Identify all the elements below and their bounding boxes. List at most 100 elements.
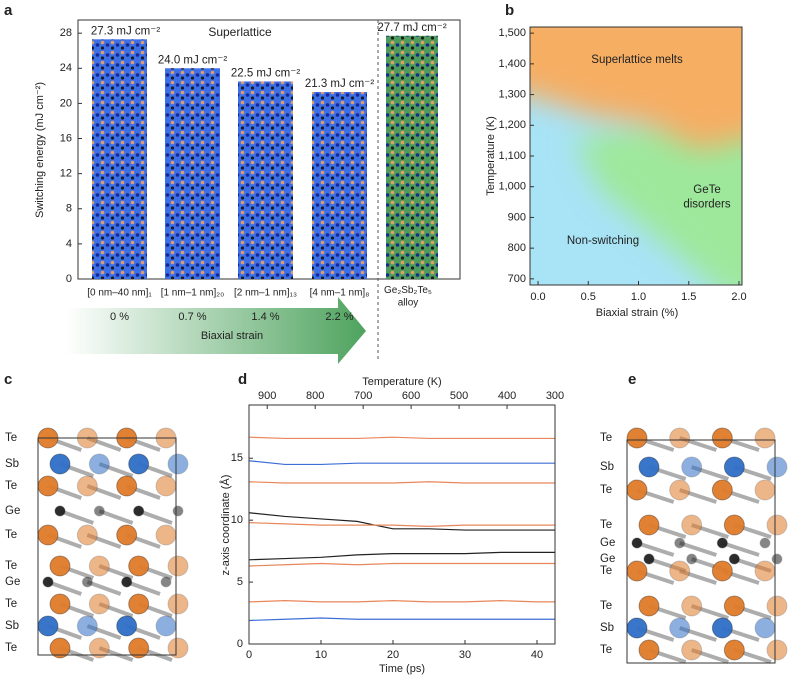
y-tick-label: 800 [508, 242, 526, 254]
x2-tick-label: 800 [306, 390, 324, 402]
atom [626, 427, 648, 449]
atom [155, 475, 177, 497]
atom [754, 617, 776, 639]
cell-frame [626, 439, 776, 664]
atom [37, 524, 59, 546]
y-axis-label: Switching energy (mJ cm⁻²) [34, 82, 46, 218]
atom [638, 456, 660, 478]
x2-tick-label: 300 [546, 390, 564, 402]
atom-label: Te [600, 484, 612, 496]
panel-letter: d [238, 371, 247, 388]
bond [721, 541, 760, 557]
x2-tick-label: 500 [450, 390, 468, 402]
atom [49, 637, 71, 659]
atom-label: Te [600, 519, 612, 531]
atom-label: Te [5, 529, 17, 541]
atom [160, 576, 172, 588]
x2-tick-label: 900 [258, 390, 276, 402]
y-tick-label: 24 [60, 62, 72, 74]
atom [133, 505, 145, 517]
atom [76, 524, 98, 546]
y-tick-label: 1,000 [498, 181, 526, 193]
atom-label: Ge [600, 537, 615, 549]
y-tick-label: 8 [66, 203, 72, 215]
atom [711, 560, 733, 582]
atom [167, 555, 189, 577]
x-axis-label: Time (ps) [379, 663, 425, 675]
atom [686, 553, 698, 565]
strain-arrow [66, 297, 366, 364]
bar-texture [238, 81, 293, 279]
panel-letter: c [4, 371, 12, 388]
atom-label: Te [600, 644, 612, 656]
atom [81, 576, 93, 588]
atom [631, 537, 643, 549]
atom [49, 453, 71, 475]
phase-map [530, 27, 742, 285]
atom [669, 479, 691, 501]
value-label: 21.3 mJ cm⁻² [305, 78, 375, 90]
strain-label: 0 % [110, 311, 129, 323]
x-tick-label: [0 nm–40 nm]₁ [87, 288, 152, 299]
atom [88, 637, 110, 659]
atom [37, 615, 59, 637]
bond [59, 509, 95, 525]
atom-label: Sb [5, 620, 19, 632]
y-tick-label: 700 [508, 273, 526, 285]
x-tick-label: 0 [246, 649, 252, 661]
value-label: 24.0 mJ cm⁻² [158, 54, 228, 66]
atom [754, 479, 776, 501]
panel-letter: e [628, 371, 636, 388]
atom [76, 475, 98, 497]
atom [128, 637, 150, 659]
atom-label: Te [5, 480, 17, 492]
bar-texture [312, 91, 367, 279]
x-tick-label: 1.5 [681, 291, 696, 303]
atom [766, 514, 788, 536]
value-label: 27.3 mJ cm⁻² [91, 25, 161, 37]
x-tick-label: 30 [459, 649, 471, 661]
atom-structure [37, 427, 189, 662]
x-tick-label: 40 [531, 649, 543, 661]
atom-label: Te [5, 560, 17, 572]
atom [167, 637, 189, 659]
panel-letter: a [4, 2, 13, 19]
atom [669, 427, 691, 449]
bar-texture [386, 35, 438, 279]
annotation: Superlattice [208, 25, 272, 39]
cell-frame [37, 437, 177, 656]
atom-label: Ge [5, 576, 20, 588]
atom-label: Te [5, 432, 17, 444]
atom [766, 639, 788, 661]
x-tick-label: [4 nm–1 nm]₈ [310, 288, 370, 299]
bar-texture [165, 68, 220, 279]
plot-frame [248, 404, 556, 645]
atom [711, 617, 733, 639]
atom-label: Te [600, 565, 612, 577]
y-tick-label: 5 [237, 576, 243, 588]
y-tick-label: 0 [66, 273, 72, 285]
panel-letter: b [505, 2, 514, 19]
y-tick-label: 10 [231, 514, 243, 526]
x-axis-label: Biaxial strain (%) [596, 307, 679, 319]
atom [711, 427, 733, 449]
y-tick-label: 900 [508, 211, 526, 223]
atom [626, 617, 648, 639]
series-line [248, 562, 555, 567]
atom [42, 576, 54, 588]
strain-label: 0.7 % [178, 311, 206, 323]
x-tick-label: 0.5 [581, 291, 596, 303]
bar-texture [92, 39, 147, 280]
atom-label: Te [600, 432, 612, 444]
atom [116, 475, 138, 497]
atom [669, 560, 691, 582]
region-fill [530, 27, 742, 150]
atom [626, 560, 648, 582]
strain-label: 1.4 % [251, 311, 279, 323]
value-label: 27.7 mJ cm⁻² [377, 22, 447, 34]
atom [711, 479, 733, 501]
y-tick-label: 16 [60, 132, 72, 144]
x-tick-label: [2 nm–1 nm]₁₃ [234, 288, 297, 299]
atom [681, 514, 703, 536]
